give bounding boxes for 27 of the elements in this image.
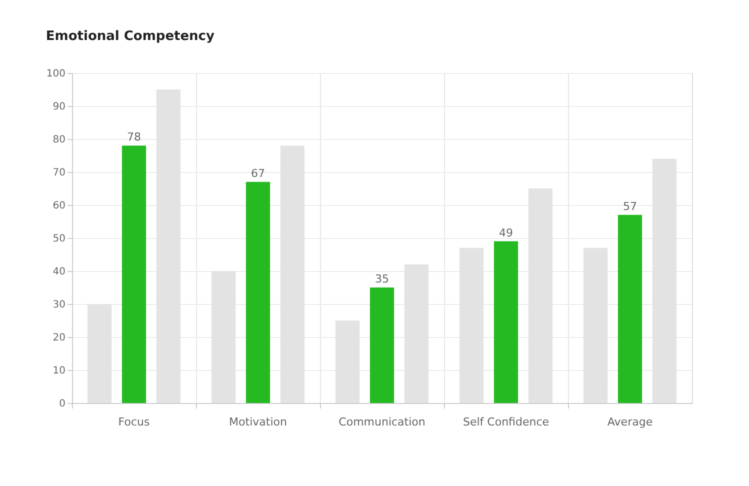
y-tick-label: 80: [52, 134, 66, 146]
y-tick-label: 60: [52, 200, 66, 212]
y-tick-label: 0: [59, 398, 66, 410]
data-label: 49: [499, 226, 513, 240]
y-tick-label: 40: [52, 266, 66, 278]
x-tick-label: Motivation: [229, 416, 287, 428]
x-tick-label: Focus: [118, 416, 150, 428]
y-tick-label: 100: [46, 68, 66, 80]
data-label: 57: [623, 200, 637, 213]
x-tick-label: Communication: [338, 416, 426, 428]
data-label: 35: [375, 272, 389, 286]
data-label: 67: [251, 166, 265, 180]
chart-title: Emotional Competency: [46, 29, 216, 44]
y-tick-label: 70: [52, 168, 66, 178]
bar: [122, 146, 146, 403]
y-tick-label: 50: [52, 234, 66, 244]
bar: [246, 182, 270, 403]
y-tick-label: 90: [52, 102, 66, 112]
y-tick-label: 30: [52, 300, 66, 310]
bar: [494, 241, 518, 403]
data-label: 78: [127, 130, 141, 144]
x-tick-label: Average: [607, 416, 653, 428]
bar: [370, 288, 394, 403]
y-tick-label: 20: [52, 332, 66, 344]
bar: [618, 214, 642, 403]
x-tick-label: Self Confidence: [462, 416, 550, 428]
y-tick-label: 10: [52, 366, 66, 376]
